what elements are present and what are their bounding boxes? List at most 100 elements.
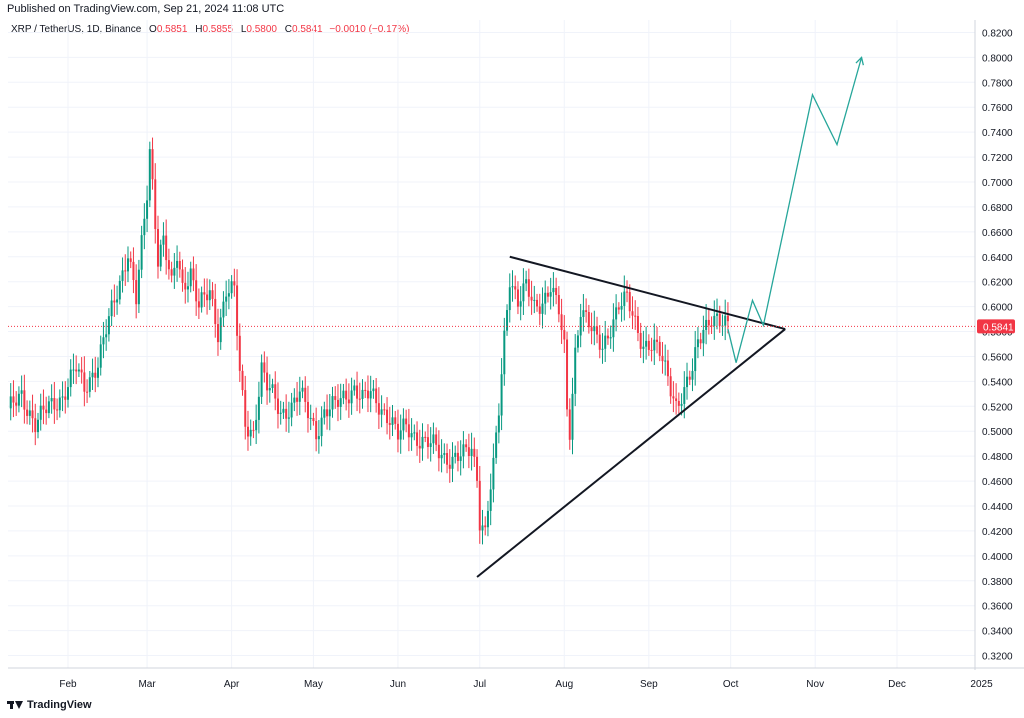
candle-body (116, 299, 119, 303)
candle-body (407, 424, 410, 438)
candle-body (323, 409, 326, 418)
open-value: 0.5851 (156, 24, 188, 35)
candle-body (416, 432, 419, 446)
candle-body (396, 423, 399, 440)
y-tick-label: 0.5000 (982, 427, 1013, 438)
candle-body (724, 315, 727, 326)
candle-body (538, 306, 541, 314)
candle-body (446, 453, 449, 465)
candle-body (527, 279, 530, 297)
candle-body (309, 417, 312, 419)
candle-body (257, 396, 260, 420)
candle-body (576, 335, 579, 348)
candle-body (151, 149, 154, 180)
x-tick-label: Mar (138, 679, 156, 690)
candle-body (102, 337, 105, 345)
symbol-label[interactable]: XRP / TetherUS, 1D, Binance (11, 24, 142, 35)
x-tick-label: Apr (224, 679, 240, 690)
y-tick-label: 0.8000 (982, 53, 1013, 64)
candle-body (356, 385, 359, 399)
candle-body (107, 316, 110, 335)
candle-body (716, 313, 719, 316)
candle-body (612, 319, 615, 338)
candle-body (508, 287, 511, 311)
candle-body (211, 290, 214, 299)
candle-body (489, 489, 492, 511)
candle-body (287, 417, 290, 419)
candle-body (266, 372, 269, 391)
candle-body (241, 370, 244, 391)
candle-body (50, 398, 53, 402)
close-label: C (284, 24, 292, 35)
candle-body (375, 388, 378, 404)
candle-body (189, 268, 192, 287)
candle-body (437, 444, 440, 459)
candle-body (426, 437, 429, 447)
y-tick-label: 0.3400 (982, 627, 1013, 638)
candle-body (77, 369, 80, 372)
candle-body (571, 393, 574, 440)
candle-body (686, 376, 689, 388)
y-tick-label: 0.5400 (982, 377, 1013, 388)
candle-body (83, 372, 86, 392)
high-value: 0.5855 (202, 24, 234, 35)
candle-body (165, 235, 168, 261)
candle-body (486, 510, 489, 528)
candle-body (140, 235, 143, 270)
y-tick-label: 0.7000 (982, 178, 1013, 189)
y-tick-label: 0.6800 (982, 203, 1013, 214)
candle-body (271, 384, 274, 389)
candle-body (544, 292, 547, 304)
candle-body (135, 280, 138, 305)
x-tick-label: Dec (888, 679, 906, 690)
candle-body (713, 315, 716, 326)
candle-body (176, 260, 179, 268)
candle-body (497, 415, 500, 433)
candle-body (328, 409, 331, 417)
candle-body (342, 390, 345, 399)
candle-body (216, 324, 219, 343)
candle-body (410, 433, 413, 438)
candle-body (178, 260, 181, 270)
high-label: H (195, 24, 203, 35)
candle-body (380, 409, 383, 415)
projection-path (727, 57, 863, 363)
candle-body (263, 362, 266, 373)
y-tick-label: 0.8200 (982, 28, 1013, 39)
candle-body (699, 339, 702, 344)
x-tick-label: Feb (59, 679, 77, 690)
candle-body (336, 399, 339, 407)
low-value: 0.5800 (246, 24, 277, 35)
x-tick-label: Aug (555, 679, 573, 690)
candle-body (88, 377, 91, 392)
candle-body (596, 326, 599, 335)
candle-body (260, 362, 263, 397)
candle-body (279, 412, 282, 414)
candle-body (636, 315, 639, 333)
candle-body (495, 432, 498, 458)
candle-body (702, 329, 705, 344)
candle-body (12, 396, 15, 403)
candle-body (249, 429, 252, 437)
tradingview-footer[interactable]: TradingView (7, 699, 92, 711)
y-tick-label: 0.7800 (982, 78, 1013, 89)
candle-body (522, 283, 525, 302)
candle-body (58, 397, 61, 411)
candle-body (9, 396, 12, 409)
candle-body (484, 525, 487, 528)
candle-body (462, 444, 465, 457)
candle-body (233, 281, 236, 286)
y-tick-label: 0.6000 (982, 303, 1013, 314)
candle-body (653, 339, 656, 351)
y-tick-label: 0.3200 (982, 652, 1013, 663)
x-tick-label: Sep (640, 679, 658, 690)
candle-body (601, 348, 604, 350)
candle-body (560, 314, 563, 331)
y-tick-label: 0.4200 (982, 527, 1013, 538)
x-tick-label: May (304, 679, 323, 690)
candle-body (56, 409, 59, 411)
candle-body (511, 286, 514, 288)
candle-body (424, 436, 427, 438)
candle-body (514, 286, 517, 290)
